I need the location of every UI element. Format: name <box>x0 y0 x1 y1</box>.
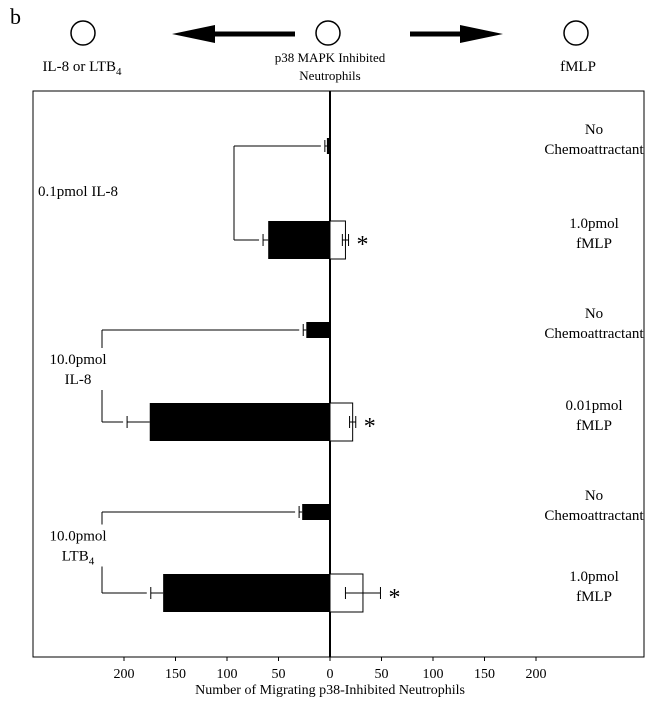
x-tick-label: 150 <box>165 667 186 682</box>
left-bar <box>268 221 330 259</box>
right-row-label-line2: fMLP <box>576 418 612 434</box>
right-circle-icon <box>563 20 589 46</box>
significance-marker: * <box>357 232 369 258</box>
panel-letter: b <box>10 4 21 29</box>
header-center-label-line1: p38 MAPK Inhibited <box>275 50 386 65</box>
right-row-label-line1: 0.01pmol <box>565 398 622 414</box>
x-tick-label: 50 <box>375 667 389 682</box>
left-bar <box>306 322 330 338</box>
left-circle-icon <box>70 20 96 46</box>
x-tick-label: 100 <box>423 667 444 682</box>
plot-frame <box>32 90 645 658</box>
right-row-label-line1: 1.0pmol <box>569 216 619 232</box>
right-row-label-line1: No <box>585 488 603 504</box>
right-row-label-line1: No <box>585 306 603 322</box>
x-axis-ticks: 200 150 100 50 0 50 100 150 200 <box>114 657 547 682</box>
right-row-label-line2: Chemoattractant <box>544 326 644 342</box>
right-row-label-line2: fMLP <box>576 236 612 252</box>
group-label-bg <box>40 348 118 390</box>
plot-layer <box>101 91 381 657</box>
right-row-label-line2: Chemoattractant <box>544 142 644 158</box>
x-tick-label: 200 <box>114 667 135 682</box>
x-tick-label: 50 <box>272 667 286 682</box>
left-bar <box>326 138 330 154</box>
header-right-label: fMLP <box>560 59 596 75</box>
x-tick-label: 150 <box>474 667 495 682</box>
left-bar <box>163 574 330 612</box>
x-axis-label: Number of Migrating p38-Inhibited Neutro… <box>195 683 465 698</box>
header-center-label-line2: Neutrophils <box>299 68 360 83</box>
x-tick-label: 100 <box>217 667 238 682</box>
left-bar <box>302 504 330 520</box>
right-arrow-icon <box>410 25 503 43</box>
x-tick-label: 200 <box>526 667 547 682</box>
significance-marker: * <box>364 414 376 440</box>
right-row-label-line1: No <box>585 122 603 138</box>
group-label-line2: LTB4 <box>62 549 95 568</box>
group-label-line1: 10.0pmol <box>49 529 106 545</box>
left-bar <box>149 403 330 441</box>
significance-marker: * <box>388 585 400 611</box>
x-tick-label: 0 <box>327 667 334 682</box>
right-row-label-line1: 1.0pmol <box>569 569 619 585</box>
group-label-bg <box>40 524 118 567</box>
group-label: 0.1pmol IL-8 <box>38 184 118 200</box>
group-label-line1: 10.0pmol <box>49 352 106 368</box>
right-row-label-line2: Chemoattractant <box>544 508 644 524</box>
label-layer: No Chemoattractant * 1.0pmol fMLP 0.1pmol IL-… <box>38 122 644 611</box>
center-circle-icon <box>315 20 341 46</box>
right-row-label-line2: fMLP <box>576 589 612 605</box>
left-arrow-icon <box>172 25 295 43</box>
header-left-label: IL-8 or LTB4 <box>42 59 122 78</box>
group-label-line2: IL-8 <box>65 372 92 388</box>
